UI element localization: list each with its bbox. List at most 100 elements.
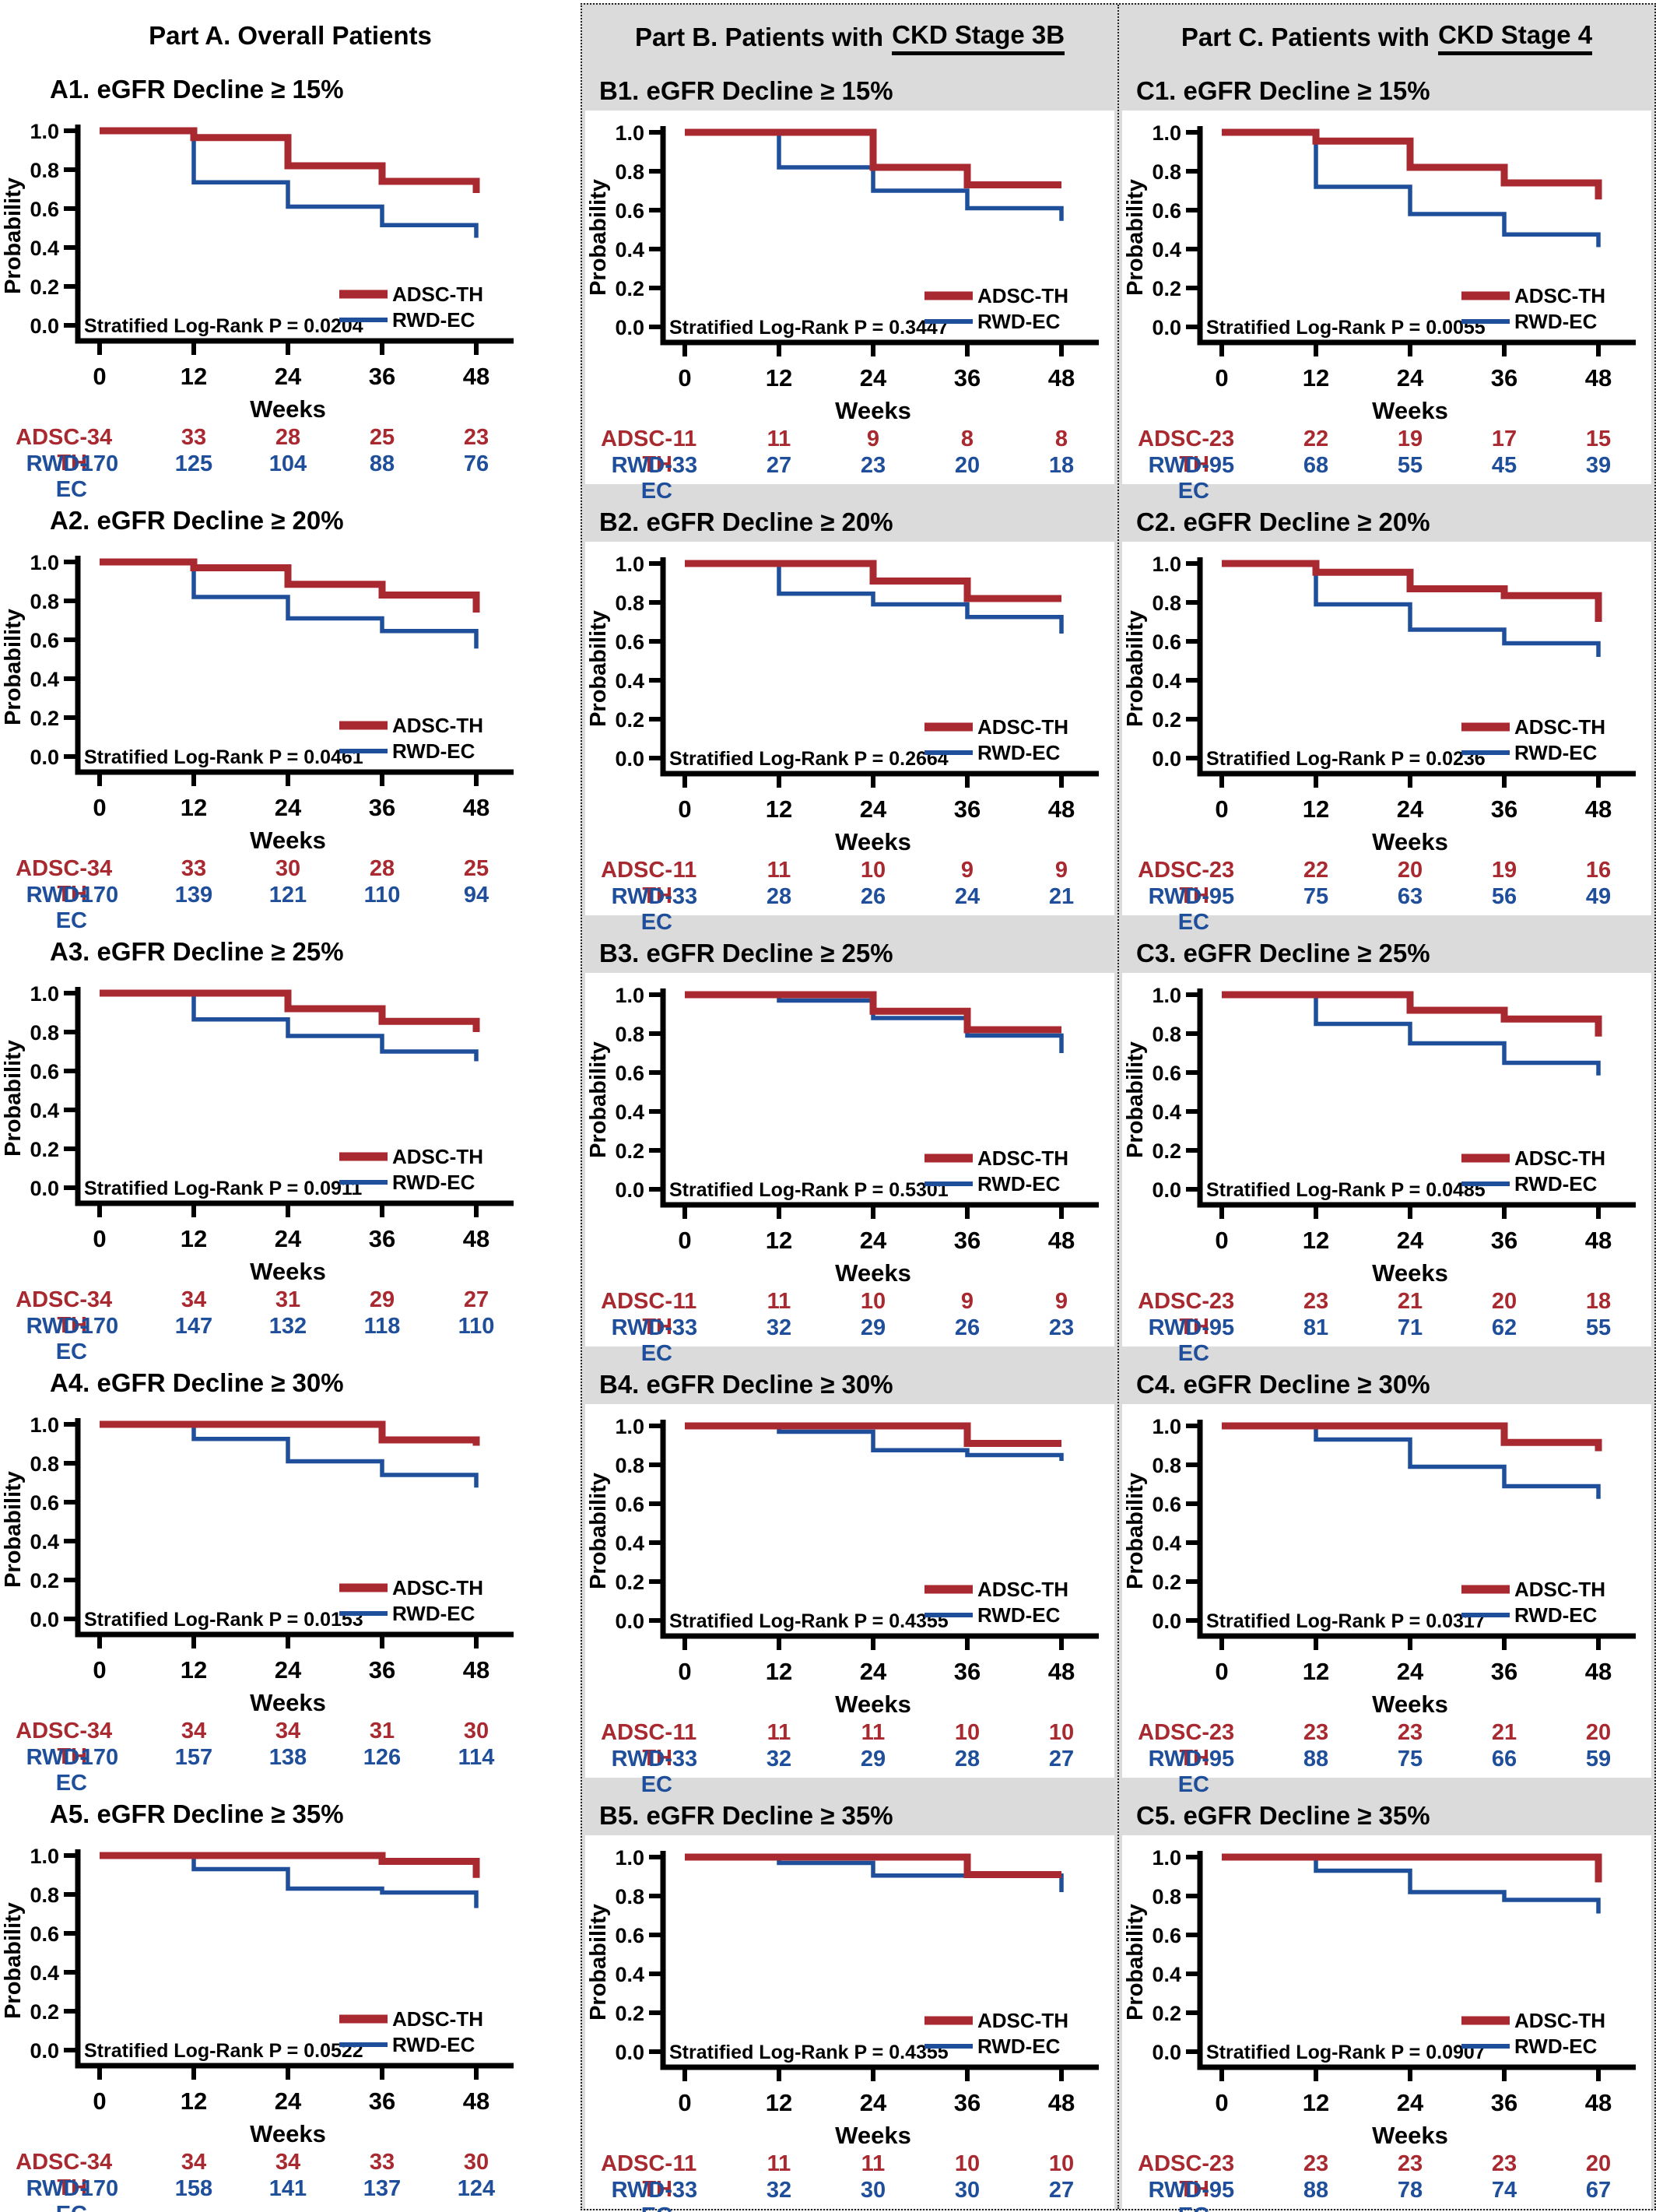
risk-value: 118	[363, 1314, 401, 1339]
risk-row-label: RWD-EC	[1148, 453, 1209, 504]
y-axis-title: Probability	[1123, 1041, 1148, 1158]
y-tick-label: 0.4	[30, 1099, 59, 1122]
y-tick-label: 0.0	[1152, 1178, 1181, 1202]
series-rwd-ec-line	[100, 128, 479, 238]
y-axis-title: Probability	[1, 1471, 26, 1588]
series-adsc-th-line	[1222, 991, 1602, 1037]
y-tick-label: 0.8	[30, 1021, 59, 1045]
risk-value: 11	[672, 1720, 697, 1745]
panel-B2-box: 1.0 0.8 0.6 0.4 0.2 0.0 0 12 24 36 48 Probability We…	[585, 542, 1114, 935]
legend-adsc-th-label: ADSC-TH	[392, 1145, 483, 1168]
risk-value: 33	[672, 453, 698, 478]
series-adsc-th-line	[1222, 1853, 1602, 1883]
risk-value: 30	[463, 1719, 489, 1743]
x-tick-label: 12	[181, 794, 207, 821]
y-tick-label: 0.8	[30, 1452, 59, 1476]
legend-rwd-ec-label: RWD-EC	[1514, 1172, 1598, 1196]
risk-value: 20	[1585, 1720, 1612, 1745]
panel-A1-title: A1. eGFR Decline ≥ 15%	[50, 75, 344, 104]
y-tick-label: 1.0	[1152, 553, 1181, 576]
series-rwd-ec-line	[1222, 992, 1601, 1076]
km-plot-C4: 1.0 0.8 0.6 0.4 0.2 0.0 0 12 24 36 48 Probability We…	[1123, 1415, 1636, 1718]
risk-value: 170	[80, 2176, 119, 2201]
y-tick-label: 0.8	[30, 1884, 59, 1907]
x-axis-title: Weeks	[1372, 397, 1448, 424]
series-adsc-th-line	[100, 127, 480, 193]
x-tick-label: 12	[181, 1656, 207, 1684]
risk-value: 31	[369, 1719, 395, 1743]
risk-value: 29	[860, 1747, 886, 1771]
x-tick-label: 24	[1397, 2089, 1424, 2116]
x-tick-label: 24	[275, 794, 302, 821]
y-tick-label: 0.0	[1152, 1610, 1181, 1633]
km-plot-A1: 1.0 0.8 0.6 0.4 0.2 0.0 0 12 24 36 48 Probability We…	[1, 120, 514, 423]
y-tick-label: 0.0	[615, 1610, 644, 1633]
y-tick-label: 1.0	[30, 1413, 59, 1437]
y-tick-label: 0.6	[30, 1060, 59, 1083]
risk-value: 34	[275, 1719, 301, 1743]
risk-table-B4: ADSC-TH 11 11 11 10 10 RWD-EC 33 32 29 28 27	[585, 1720, 1114, 1797]
risk-value: 33	[672, 2178, 698, 2203]
risk-value: 157	[174, 1745, 213, 1770]
series-adsc-th-line	[100, 989, 480, 1032]
risk-value: 32	[766, 1747, 792, 1771]
legend-adsc-th-label: ADSC-TH	[977, 2009, 1068, 2032]
series-adsc-th-line	[685, 1853, 1061, 1878]
y-tick-label: 0.8	[30, 590, 59, 613]
pvalue-label: Stratified Log-Rank P = 0.4355	[669, 2042, 949, 2063]
risk-value: 25	[369, 425, 395, 450]
risk-row-label: RWD-EC	[611, 453, 672, 504]
y-axis-title: Probability	[586, 1041, 611, 1158]
risk-value: 11	[672, 858, 697, 883]
y-tick-label: 0.4	[1152, 1532, 1181, 1555]
risk-value: 25	[463, 856, 489, 881]
panel-B3-box: 1.0 0.8 0.6 0.4 0.2 0.0 0 12 24 36 48 Probability We…	[585, 973, 1114, 1366]
pvalue-label: Stratified Log-Rank P = 0.0911	[84, 1178, 362, 1199]
risk-value: 23	[1303, 1289, 1329, 1314]
risk-value: 104	[268, 451, 307, 476]
legend-rwd-ec-label: RWD-EC	[977, 741, 1061, 764]
risk-table-C2: ADSC-TH 23 22 20 19 16 RWD-EC 95 75 63 56 49	[1122, 858, 1651, 935]
risk-value: 75	[1303, 884, 1329, 909]
series-adsc-th-line	[685, 560, 1061, 602]
y-tick-label: 0.2	[1152, 2002, 1181, 2025]
risk-value: 88	[1303, 2178, 1329, 2203]
risk-value: 23	[463, 425, 489, 450]
y-tick-label: 0.2	[30, 1569, 59, 1592]
x-tick-label: 48	[1585, 1658, 1612, 1685]
risk-value: 11	[767, 2151, 791, 2176]
risk-row-label: ADSC-TH	[16, 1719, 87, 1769]
panel-A2: A2. eGFR Decline ≥ 20% 1.0 0.8 0.6 0.4 0.2 0.0…	[0, 500, 581, 933]
y-tick-label: 0.6	[1152, 1493, 1181, 1516]
y-tick-label: 0.4	[30, 668, 59, 691]
x-tick-label: 12	[1303, 1227, 1329, 1254]
panel-C4: C4. eGFR Decline ≥ 30% 1.0 0.8 0.6 0.4 0.2 0.0…	[1119, 1364, 1654, 1797]
risk-value: 45	[1491, 453, 1517, 478]
km-plot-A5: 1.0 0.8 0.6 0.4 0.2 0.0 0 12 24 36 48 Probability We…	[1, 1845, 514, 2147]
panel-C3: C3. eGFR Decline ≥ 25% 1.0 0.8 0.6 0.4 0.2 0.0…	[1119, 932, 1654, 1366]
y-tick-label: 0.4	[615, 238, 644, 262]
column-b-header-underline: CKD Stage 3B	[892, 20, 1065, 55]
y-tick-label: 1.0	[615, 553, 644, 576]
legend-rwd-ec-label: RWD-EC	[392, 739, 475, 763]
y-tick-label: 0.4	[615, 1101, 644, 1124]
risk-value: 23	[1303, 1720, 1329, 1745]
x-tick-label: 48	[1048, 1227, 1075, 1254]
pvalue-label: Stratified Log-Rank P = 0.0317	[1206, 1610, 1486, 1632]
y-tick-label: 0.0	[1152, 316, 1181, 339]
risk-row-label: ADSC-TH	[16, 1287, 87, 1338]
panel-B5-box: 1.0 0.8 0.6 0.4 0.2 0.0 0 12 24 36 48 Probability We…	[585, 1835, 1114, 2212]
risk-table-A4: ADSC-TH 34 34 34 31 30 RWD-EC 170 157 138 126 114	[0, 1719, 581, 1796]
risk-value: 62	[1491, 1315, 1517, 1340]
risk-value: 19	[1491, 858, 1517, 883]
x-tick-label: 48	[463, 363, 489, 390]
panel-B3-title: B3. eGFR Decline ≥ 25%	[599, 939, 893, 967]
pvalue-label: Stratified Log-Rank P = 0.0907	[1206, 2042, 1486, 2063]
y-tick-label: 1.0	[615, 1846, 644, 1870]
x-axis-title: Weeks	[250, 827, 326, 854]
risk-value: 110	[458, 1314, 495, 1339]
risk-value: 23	[1209, 2151, 1235, 2176]
y-tick-label: 0.2	[30, 707, 59, 730]
pvalue-label: Stratified Log-Rank P = 0.0522	[84, 2040, 363, 2062]
